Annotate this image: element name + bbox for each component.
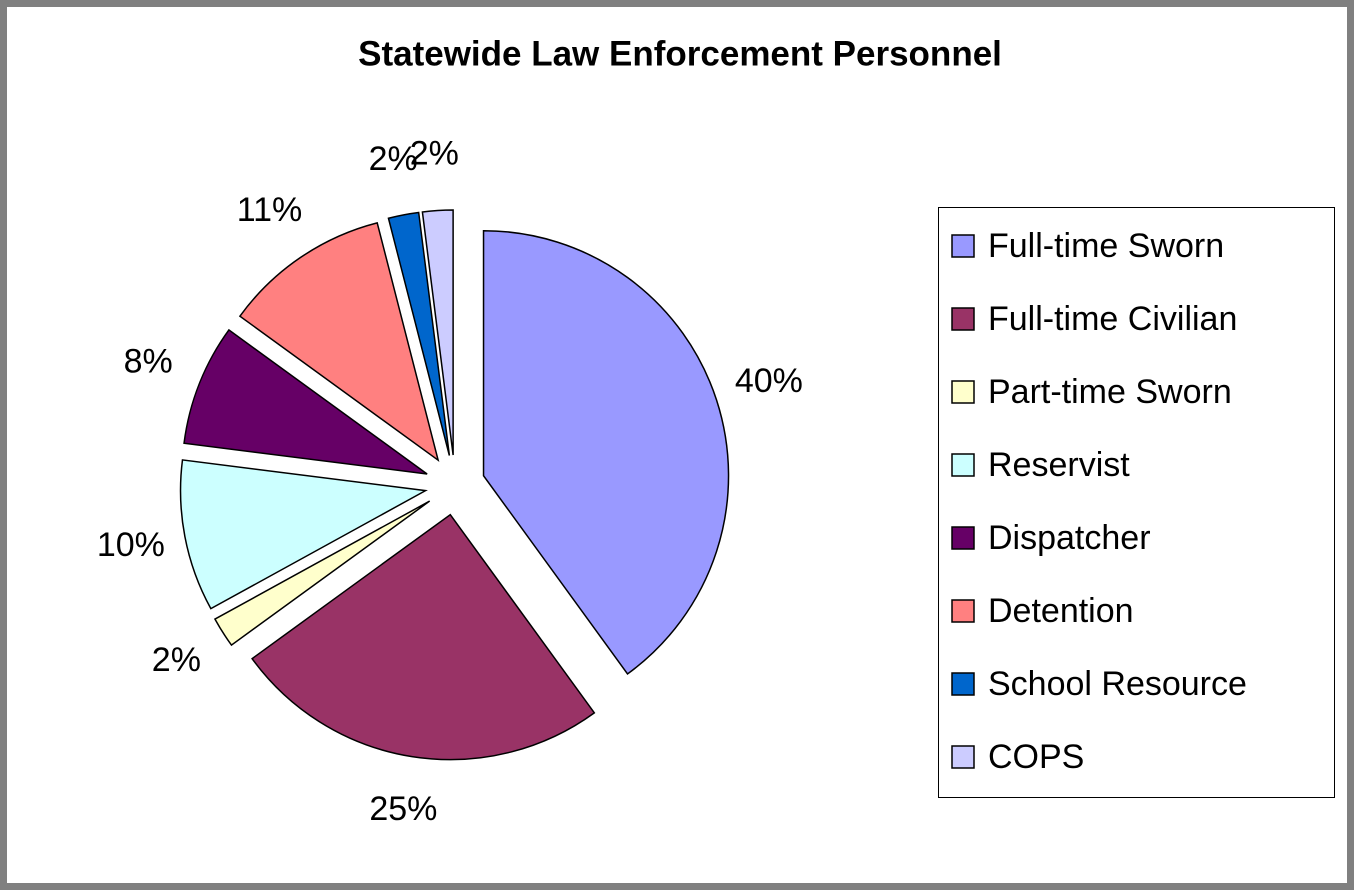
data-label: 10% bbox=[97, 526, 165, 564]
legend-swatch bbox=[951, 380, 975, 404]
legend-swatch bbox=[951, 672, 975, 696]
legend-label: Full-time Sworn bbox=[988, 227, 1224, 265]
legend-label: School Resource bbox=[988, 665, 1247, 703]
data-label: 8% bbox=[124, 343, 173, 381]
legend-swatch bbox=[951, 745, 975, 769]
pie-slice bbox=[183, 328, 428, 475]
chart-title: Statewide Law Enforcement Personnel bbox=[358, 34, 1002, 73]
legend-label: Part-time Sworn bbox=[988, 373, 1232, 411]
legend-swatch bbox=[951, 453, 975, 477]
data-label: 25% bbox=[369, 790, 437, 828]
pie-slice bbox=[482, 229, 730, 675]
legend-label: Detention bbox=[988, 592, 1134, 630]
pie-slice bbox=[251, 513, 596, 761]
legend-label: Dispatcher bbox=[988, 519, 1151, 557]
data-label: 11% bbox=[237, 191, 303, 229]
data-label: 2% bbox=[152, 641, 201, 679]
legend-swatch bbox=[951, 234, 975, 258]
pie-slice bbox=[179, 459, 428, 610]
pie-slice bbox=[238, 221, 440, 463]
legend-swatch bbox=[951, 599, 975, 623]
data-label: 40% bbox=[735, 362, 803, 400]
pie-slice bbox=[387, 211, 451, 456]
legend-label: Reservist bbox=[988, 446, 1130, 484]
legend-box bbox=[938, 207, 1335, 798]
legend-label: COPS bbox=[988, 738, 1084, 776]
pie-slice bbox=[421, 209, 454, 456]
legend-swatch bbox=[951, 526, 975, 550]
data-label: 2% bbox=[369, 140, 418, 178]
pie-slice bbox=[213, 500, 431, 647]
legend-label: Full-time Civilian bbox=[988, 300, 1237, 338]
data-label: 2% bbox=[410, 135, 459, 173]
legend-swatch bbox=[951, 307, 975, 331]
